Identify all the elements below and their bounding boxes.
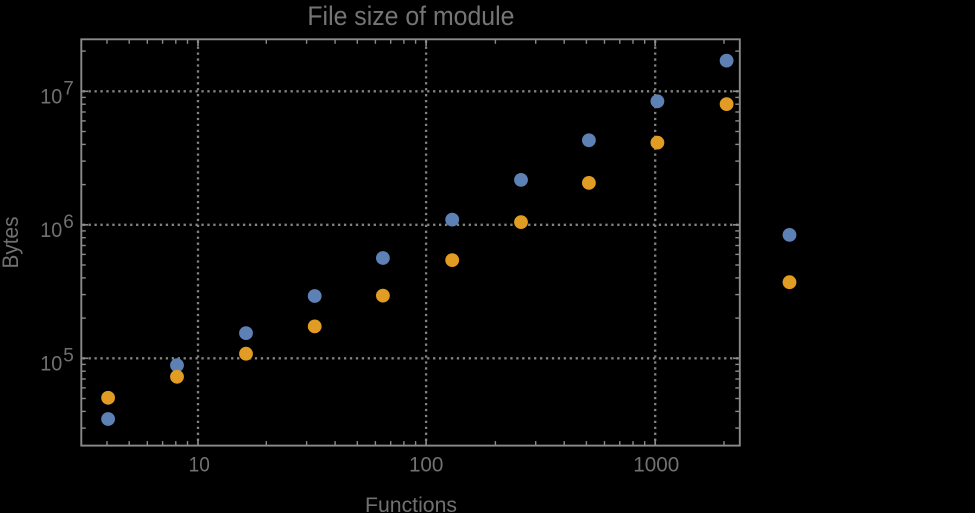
svg-text:5: 5 bbox=[63, 346, 74, 367]
svg-text:1000: 1000 bbox=[633, 452, 679, 477]
svg-text:Functions: Functions bbox=[365, 492, 457, 513]
svg-text:10: 10 bbox=[40, 217, 62, 242]
svg-text:Bytes: Bytes bbox=[0, 216, 23, 268]
svg-text:10: 10 bbox=[40, 351, 62, 376]
svg-text:File size of module: File size of module bbox=[307, 1, 514, 31]
svg-text:10: 10 bbox=[40, 84, 62, 109]
svg-text:6: 6 bbox=[63, 212, 74, 233]
svg-text:10: 10 bbox=[189, 452, 210, 477]
svg-text:7: 7 bbox=[63, 79, 74, 100]
svg-text:100: 100 bbox=[409, 452, 444, 477]
